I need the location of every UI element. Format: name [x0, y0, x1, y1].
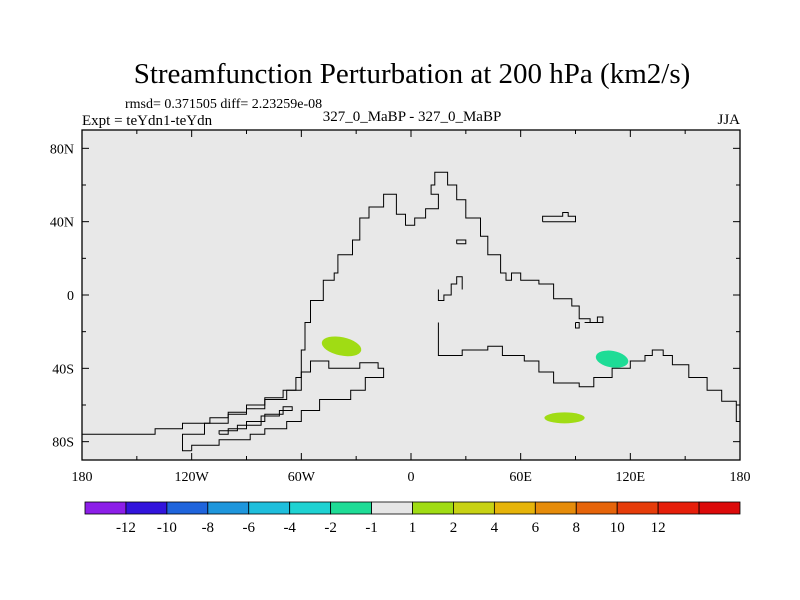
anomaly-south-indian-negative: [595, 350, 629, 368]
x-tick-label: 60E: [509, 470, 532, 485]
colorbar-label: 6: [532, 520, 540, 536]
experiment-label: Expt = teYdn1-teYdn: [82, 113, 213, 129]
colorbar-swatch: [207, 501, 250, 515]
coastline: [542, 212, 576, 223]
colorbar-label: -10: [157, 520, 177, 536]
anomaly-south-atlantic-positive: [321, 336, 362, 357]
y-tick-label: 40S: [52, 362, 74, 377]
season-label: JJA: [717, 112, 740, 128]
colorbar-label: 12: [651, 520, 666, 536]
x-tick-label: 60W: [288, 470, 316, 485]
y-tick-label: 40N: [50, 216, 74, 231]
colorbar-label: 8: [573, 520, 581, 536]
colorbar-swatch: [166, 501, 209, 515]
colorbar: -12 -10 -8 -6 -4 -2 -1 1 2 4 6 8 10 12: [84, 501, 741, 536]
colorbar-label: -2: [324, 520, 337, 536]
y-tick-label: 0: [67, 289, 74, 304]
colorbar-swatch: [575, 501, 618, 515]
coastline: [182, 360, 385, 452]
colorbar-swatch: [412, 501, 454, 515]
coastline: [575, 322, 580, 329]
colorbar-label: 4: [491, 520, 499, 536]
colorbar-label: -8: [202, 520, 215, 536]
colorbar-label: 2: [450, 520, 458, 536]
center-label: 327_0_MaBP - 327_0_MaBP: [323, 109, 502, 125]
colorbar-swatch: [698, 501, 741, 515]
colorbar-swatch: [330, 501, 372, 515]
y-tick-label: 80S: [52, 436, 74, 451]
coastline: [437, 276, 463, 301]
stats-text: rmsd= 0.371505 diff= 2.23259e-08: [125, 97, 322, 112]
coastline: [82, 171, 604, 435]
colorbar-swatch: [657, 501, 700, 515]
colorbar-swatch: [371, 501, 413, 515]
coastline: [456, 239, 467, 245]
x-tick-label: 0: [408, 470, 415, 485]
coastline: [437, 322, 740, 422]
colorbar-swatch: [84, 501, 127, 515]
x-tick-label: 120E: [616, 470, 646, 485]
colorbar-swatch: [289, 501, 332, 515]
colorbar-label: 10: [610, 520, 625, 536]
colorbar-label: -6: [243, 520, 256, 536]
colorbar-label: -12: [116, 520, 136, 536]
colorbar-swatch: [534, 501, 577, 515]
x-tick-label: 180: [730, 470, 751, 485]
map-plot: 180 120W 60W 0 60E 120E 180 80N 40N 0 40S 80S: [50, 129, 751, 485]
map-background: [82, 130, 740, 460]
colorbar-swatch: [125, 501, 168, 515]
x-tick-label: 120W: [175, 470, 210, 485]
colorbar-swatch: [453, 501, 495, 515]
colorbar-label: -4: [283, 520, 296, 536]
colorbar-swatch: [616, 501, 659, 515]
coastline: [218, 406, 293, 435]
anomaly-southern-ocean-positive: [544, 412, 585, 424]
chart-title: Streamfunction Perturbation at 200 hPa (…: [134, 58, 691, 90]
y-tick-label: 80N: [50, 142, 74, 157]
colorbar-swatch: [493, 501, 536, 515]
x-tick-label: 180: [72, 470, 93, 485]
colorbar-label: 1: [409, 520, 417, 536]
colorbar-label: -1: [365, 520, 378, 536]
colorbar-swatch: [248, 501, 291, 515]
